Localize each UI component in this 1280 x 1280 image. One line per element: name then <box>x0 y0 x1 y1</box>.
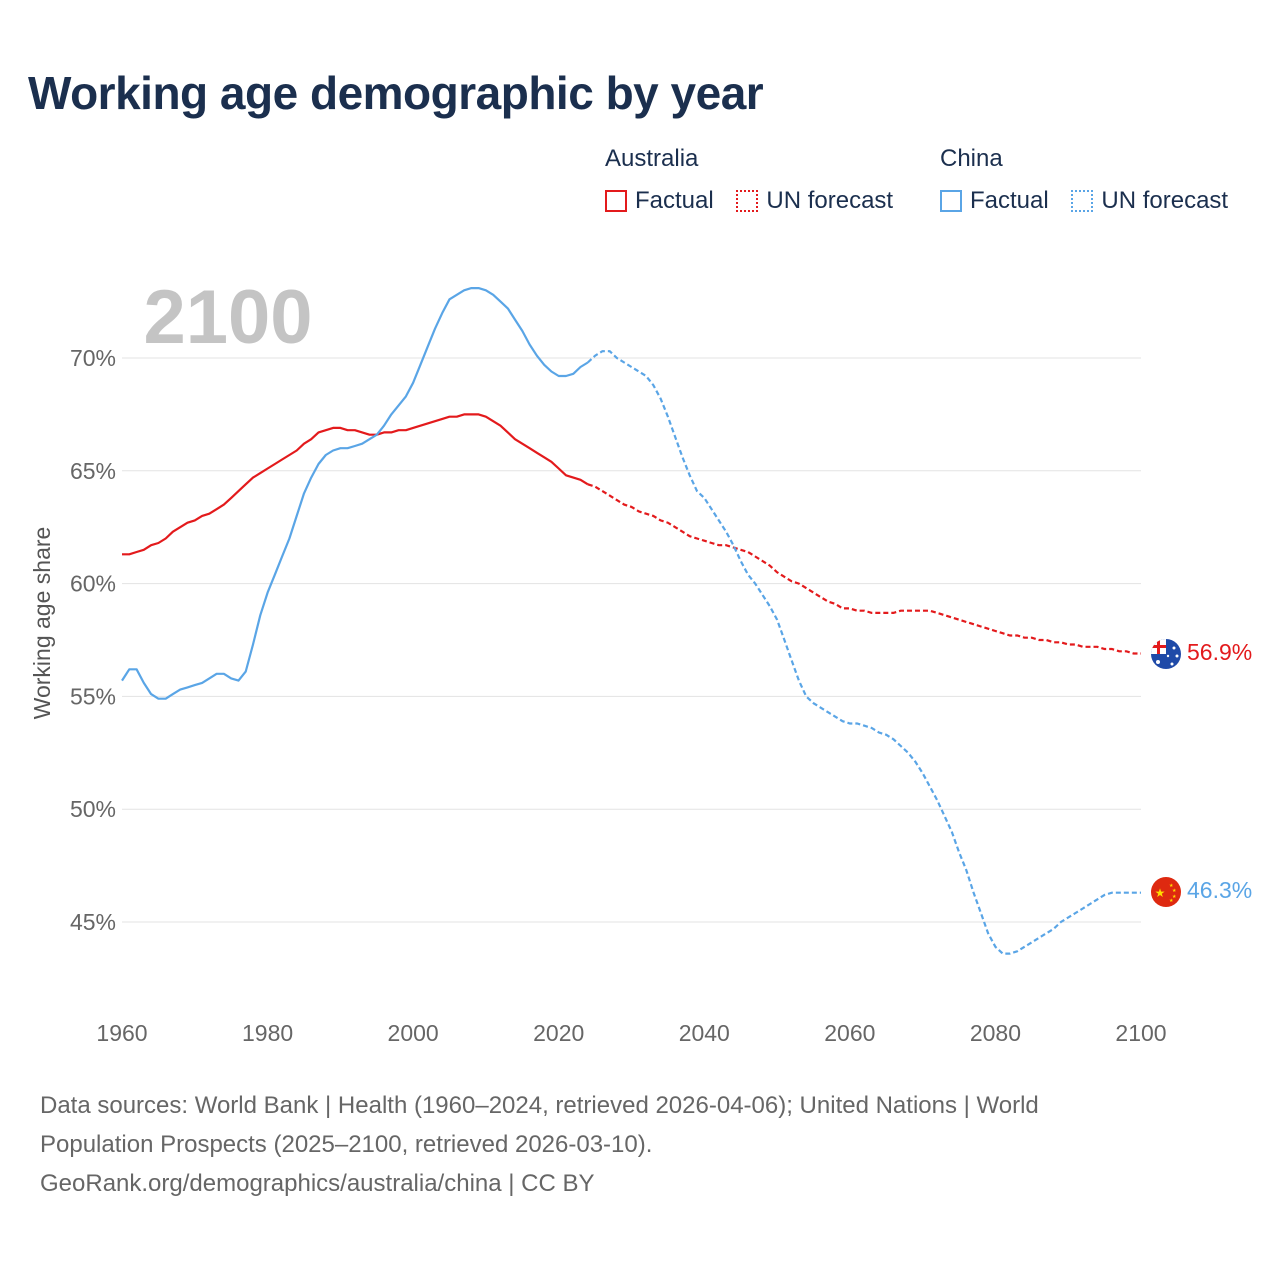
legend-swatch-solid <box>605 190 627 212</box>
y-tick-label: 55% <box>70 683 116 709</box>
china-flag: ★ ★ ★ ★ ★ <box>1151 877 1181 907</box>
svg-text:★: ★ <box>1155 886 1166 900</box>
svg-text:★: ★ <box>1172 888 1177 894</box>
legend-label: Factual <box>635 187 714 214</box>
legend-swatch-dotted <box>1071 190 1094 212</box>
line-chart: 2100 45% 50% 55% 60% 65% 70% 1960 1980 2000 2020… <box>29 275 1252 1046</box>
x-tick-label: 1960 <box>96 1020 147 1046</box>
footer-line-2: Population Prospects (2025–2100, retriev… <box>40 1131 653 1158</box>
year-watermark: 2100 <box>143 275 312 360</box>
legend-label: Factual <box>970 187 1049 214</box>
legend-china-factual[interactable]: Factual <box>940 187 1049 215</box>
legend-group-title: China <box>940 145 1003 172</box>
y-axis-ticks: 45% 50% 55% 60% 65% 70% <box>70 345 116 935</box>
legend-china-forecast[interactable]: UN forecast <box>1071 187 1228 215</box>
legend-china: China Factual UN forecast <box>940 145 1244 219</box>
footer-line-1: Data sources: World Bank | Health (1960–… <box>40 1092 1039 1119</box>
x-tick-label: 2080 <box>970 1020 1021 1046</box>
x-tick-label: 2040 <box>679 1020 730 1046</box>
svg-text:★: ★ <box>1169 898 1174 904</box>
y-tick-label: 45% <box>70 909 116 935</box>
y-tick-label: 70% <box>70 345 116 371</box>
y-tick-label: 50% <box>70 796 116 822</box>
chart-title: Working age demographic by year <box>28 67 764 119</box>
x-tick-label: 2100 <box>1115 1020 1166 1046</box>
legend-australia-forecast[interactable]: UN forecast <box>736 187 893 215</box>
footer-line-3[interactable]: GeoRank.org/demographics/australia/china… <box>40 1170 595 1197</box>
x-tick-label: 1980 <box>242 1020 293 1046</box>
svg-text:★: ★ <box>1169 883 1174 889</box>
footer-sources: Data sources: World Bank | Health (1960–… <box>40 1086 1240 1203</box>
legend-australia-factual[interactable]: Factual <box>605 187 714 215</box>
series-lines <box>121 287 1141 955</box>
x-tick-label: 2020 <box>533 1020 584 1046</box>
legend-australia: Australia Factual UN forecast <box>605 145 909 219</box>
china-end-label: 46.3% <box>1187 877 1252 903</box>
legend-label: UN forecast <box>766 187 894 214</box>
gridlines <box>122 357 1141 923</box>
y-axis-label: Working age share <box>29 527 55 720</box>
x-tick-label: 2000 <box>388 1020 439 1046</box>
australia-factual-line[interactable] <box>122 413 589 556</box>
y-tick-label: 65% <box>70 458 116 484</box>
y-tick-label: 60% <box>70 571 116 597</box>
australia-forecast-line[interactable] <box>587 483 1141 655</box>
legend-swatch-dotted <box>736 190 759 212</box>
australia-flag <box>1151 639 1181 669</box>
legend-swatch-solid <box>940 190 962 212</box>
china-forecast-line[interactable] <box>587 350 1141 955</box>
x-tick-label: 2060 <box>824 1020 875 1046</box>
china-factual-line[interactable] <box>121 287 589 700</box>
x-axis-ticks: 1960 1980 2000 2020 2040 2060 2080 2100 <box>96 1020 1166 1046</box>
svg-text:★: ★ <box>1172 894 1177 900</box>
australia-end-label: 56.9% <box>1187 639 1252 665</box>
legend-label: UN forecast <box>1101 187 1229 214</box>
legend-group-title: Australia <box>605 145 699 172</box>
